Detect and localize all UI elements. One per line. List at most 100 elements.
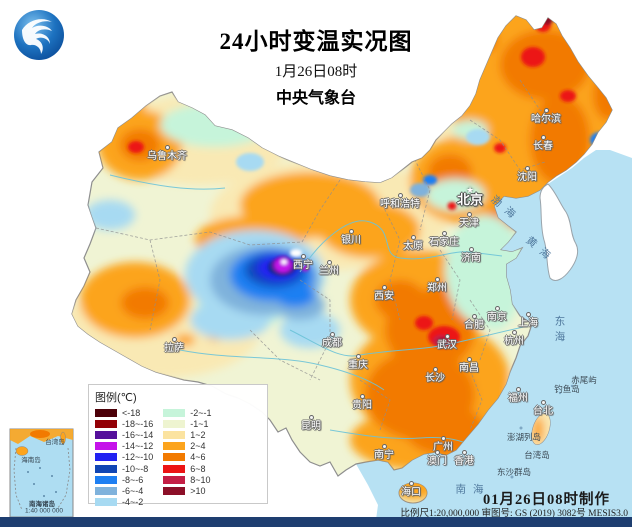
city-marker: 天津 [459, 212, 479, 229]
city-dot-icon [440, 436, 446, 441]
sea-label: 南海 [455, 483, 491, 496]
legend-row: 1~2 [163, 429, 211, 440]
legend-column-negative: <-18 -18~-16 -16~-14 -14~-12 -12~-10 -10~-8 -8… [95, 407, 153, 508]
city-label: 上海 [518, 318, 538, 329]
inset-label: 海南岛 [21, 457, 41, 464]
legend-row: 4~6 [163, 452, 211, 463]
legend-swatch [163, 419, 186, 428]
city-marker: 香港 [454, 450, 474, 467]
city-label: 昆明 [301, 421, 321, 432]
city-marker: 兰州 [319, 260, 339, 277]
legend-row: -4~-2 [95, 497, 153, 508]
south-china-sea-inset [9, 428, 74, 518]
legend-range-label: -18~-16 [122, 418, 154, 429]
city-label: 西宁 [293, 260, 313, 271]
legend-range-label: 6~8 [190, 463, 206, 474]
island-label: 东沙群岛 [496, 467, 532, 477]
city-dot-icon [543, 108, 549, 113]
legend-row: 6~8 [163, 463, 211, 474]
map-scale-and-approval: 比例尺1:20,000,000 审图号: GS (2019) 3082号 MES… [400, 509, 628, 519]
legend-swatch [95, 498, 117, 507]
legend-range-label: -2~-1 [190, 407, 212, 418]
legend-row: -8~-6 [95, 474, 153, 485]
city-label: 台北 [533, 406, 553, 417]
city-label: 贵阳 [352, 400, 372, 411]
city-dot-icon [540, 135, 546, 140]
city-dot-icon [408, 481, 414, 486]
city-label: 银川 [341, 235, 361, 246]
city-label: 北京 [456, 192, 484, 207]
legend-swatch [95, 475, 117, 484]
legend-range-label: -14~-12 [122, 441, 154, 452]
legend-row: -14~-12 [95, 441, 153, 452]
city-label: 拉萨 [164, 343, 184, 354]
legend-range-label: 2~4 [190, 441, 206, 452]
city-marker: 南宁 [374, 444, 394, 461]
legend-title: 图例(℃) [95, 392, 137, 404]
city-dot-icon [494, 306, 500, 311]
city-label: 重庆 [348, 360, 368, 371]
city-marker: 贵阳 [352, 394, 372, 411]
legend-row: >10 [163, 485, 211, 496]
city-dot-icon [468, 247, 474, 252]
city-dot-icon [515, 387, 521, 392]
city-label: 香港 [454, 456, 474, 467]
legend-row: 2~4 [163, 441, 211, 452]
legend-swatch [163, 464, 186, 473]
legend-row: 8~10 [163, 474, 211, 485]
city-dot-icon [164, 145, 170, 150]
city-label: 兰州 [319, 266, 339, 277]
inset-label: 南海诸岛 [29, 501, 55, 508]
city-dot-icon [329, 332, 335, 337]
city-marker: 西宁 [293, 254, 313, 271]
city-label: 杭州 [504, 336, 524, 347]
legend-row: -10~-8 [95, 463, 153, 474]
city-label: 哈尔滨 [531, 114, 561, 125]
city-marker: 合肥 [464, 314, 484, 331]
city-dot-icon [171, 337, 177, 342]
city-label: 南昌 [459, 363, 479, 374]
legend-swatch [163, 453, 186, 462]
province-borders [95, 79, 561, 431]
city-dot-icon [410, 235, 416, 240]
city-marker: 沈阳 [517, 166, 537, 183]
city-dot-icon [300, 254, 306, 259]
city-dot-icon [355, 354, 361, 359]
city-marker: 成都 [322, 332, 342, 349]
city-dot-icon [444, 334, 450, 339]
city-marker: 广州 [433, 436, 453, 453]
city-label: 郑州 [427, 283, 447, 294]
city-label: 沈阳 [517, 172, 537, 183]
legend-range-label: <-18 [122, 407, 141, 418]
city-label: 乌鲁木齐 [147, 151, 187, 162]
city-dot-icon [524, 166, 530, 171]
legend-range-label: -10~-8 [122, 463, 149, 474]
city-marker: 郑州 [427, 277, 447, 294]
legend-range-label: 8~10 [190, 474, 211, 485]
legend-range-label: -8~-6 [122, 474, 144, 485]
city-dot-icon [308, 415, 314, 420]
legend-row: -16~-14 [95, 429, 153, 440]
island-label: 赤尾屿 [571, 375, 597, 385]
sea-label: 东海 [553, 315, 566, 347]
city-dot-icon [348, 229, 354, 234]
city-marker: 澳门 [427, 450, 447, 467]
legend-swatch [163, 486, 186, 495]
small-islands [510, 384, 574, 479]
capital-star-icon: ★ [465, 185, 475, 195]
city-label: 西安 [374, 291, 394, 302]
legend-range-label: 1~2 [190, 429, 206, 440]
city-dot-icon [359, 394, 365, 399]
city-dot-icon [432, 367, 438, 372]
legend-range-label: -12~-10 [122, 452, 154, 463]
city-marker: 哈尔滨 [531, 108, 561, 125]
legend-swatch [163, 408, 186, 417]
city-label: 成都 [322, 338, 342, 349]
city-label: 南京 [487, 312, 507, 323]
city-label: 长春 [533, 141, 553, 152]
city-marker: 长春 [533, 135, 553, 152]
inset-label: 1:40 000 000 [25, 507, 63, 515]
legend-swatch [163, 442, 186, 451]
city-marker: ★ 北京 [456, 185, 484, 207]
